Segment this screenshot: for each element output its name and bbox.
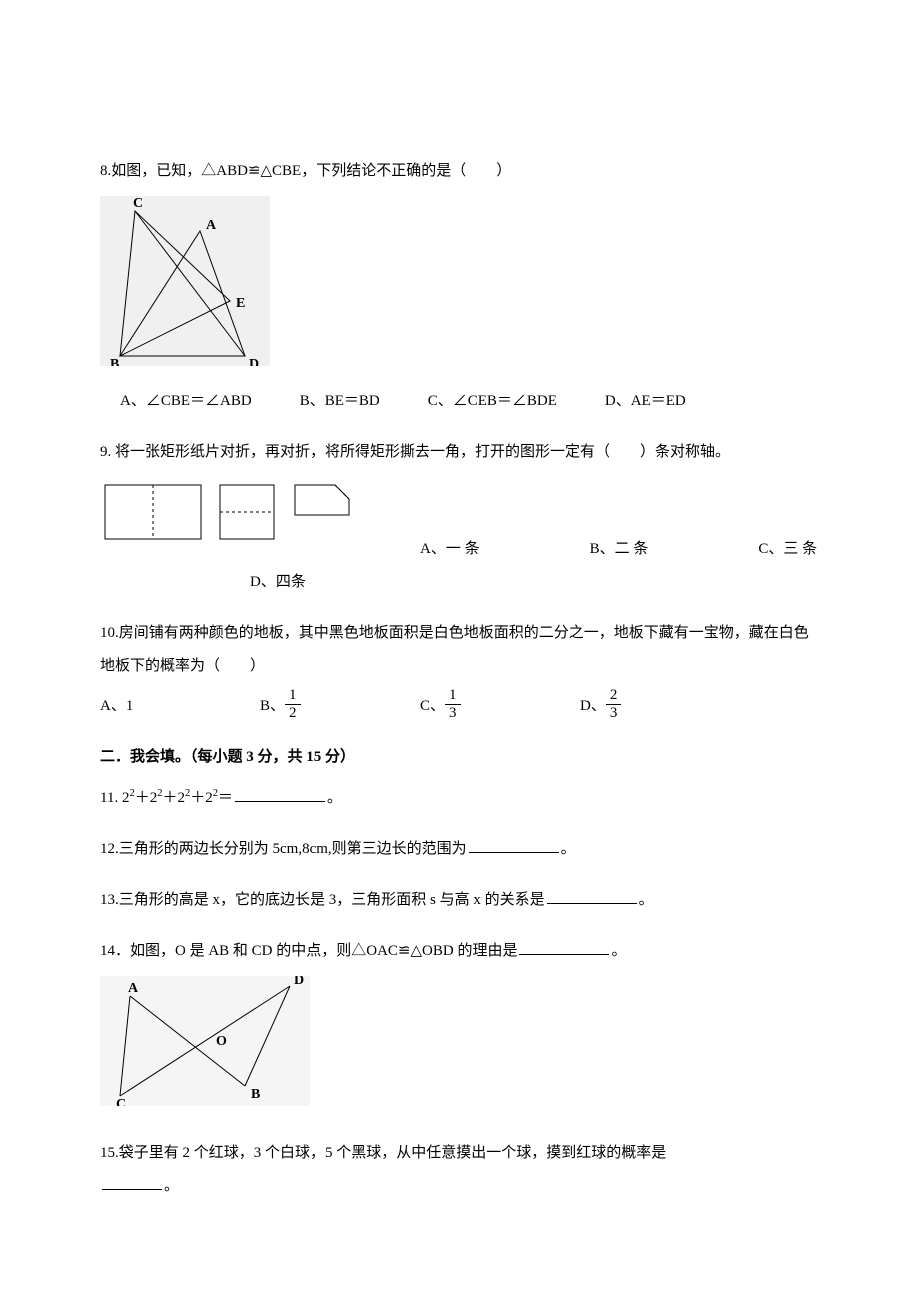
q9-figure-and-choices: A、一 条 B、二 条 C、三 条 [100, 469, 820, 566]
question-10: 10.房间铺有两种颜色的地板，其中黑色地板面积是白色地板面积的二分之一，地板下藏… [100, 617, 820, 723]
q12-blank [469, 838, 559, 853]
q10-b-num: 1 [285, 687, 301, 705]
q9-choice-d: D、四条 [250, 574, 306, 590]
q9-text: 9. 将一张矩形纸片对折，再对折，将所得矩形撕去一角，打开的图形一定有（ ）条对… [100, 436, 820, 469]
q10-c-label: C、 [420, 690, 445, 723]
q11-blank [235, 787, 325, 802]
q10-choices: A、 1 B、 1 2 C、 1 3 D、 2 3 [100, 689, 820, 723]
q10-c-num: 1 [445, 687, 461, 705]
svg-text:A: A [128, 981, 139, 996]
q10-a-label: A、 [100, 690, 126, 723]
svg-text:B: B [110, 357, 119, 366]
q10-b-label: B、 [260, 690, 285, 723]
q9-choice-a: A、一 条 [420, 533, 480, 566]
svg-text:D: D [249, 357, 259, 366]
q10-a-value: 1 [126, 690, 134, 723]
q13-end: 。 [639, 892, 654, 908]
svg-text:A: A [206, 218, 217, 233]
q11-m1: ＋2 [135, 790, 158, 806]
q15-before: 15.袋子里有 2 个红球，3 个白球，5 个黑球，从中任意摸出一个球，摸到红球… [100, 1145, 666, 1161]
q14-end: 。 [611, 943, 626, 959]
q11-p1: 11. 2 [100, 790, 129, 806]
q10-text: 10.房间铺有两种颜色的地板，其中黑色地板面积是白色地板面积的二分之一，地板下藏… [100, 617, 820, 683]
q15-end: 。 [164, 1178, 179, 1194]
q11-m3: ＋2 [190, 790, 213, 806]
q13-blank [547, 889, 637, 904]
q8-choice-c: C、∠CEB＝∠BDE [428, 385, 557, 418]
svg-text:B: B [251, 1087, 260, 1102]
q8-figure: B D C A E [100, 196, 820, 379]
q10-d-den: 3 [606, 705, 622, 722]
q14-blank [519, 940, 609, 955]
q8-svg: B D C A E [100, 196, 270, 366]
q11-end: 。 [327, 790, 342, 806]
svg-text:C: C [116, 1097, 126, 1106]
q15-blank [102, 1175, 162, 1190]
question-12: 12.三角形的两边长分别为 5cm,8cm,则第三边长的范围为 。 [100, 833, 820, 866]
q10-b-frac: 1 2 [285, 687, 301, 721]
q11-m2: ＋2 [162, 790, 185, 806]
q10-d-label: D、 [580, 690, 606, 723]
svg-text:E: E [236, 296, 245, 311]
q8-choice-d: D、AE＝ED [605, 385, 686, 418]
q11-eq: ＝ [218, 790, 233, 806]
q14-figure: A D O C B [100, 976, 820, 1119]
question-9: 9. 将一张矩形纸片对折，再对折，将所得矩形撕去一角，打开的图形一定有（ ）条对… [100, 436, 820, 599]
q10-d-frac: 2 3 [606, 687, 622, 721]
q8-choice-a: A、∠CBE＝∠ABD [120, 385, 252, 418]
q9-choice-b: B、二 条 [590, 533, 649, 566]
q10-choice-c: C、 1 3 [420, 689, 580, 723]
q11-text: 11. 22＋22＋22＋22＝。 [100, 790, 342, 806]
q8-text: 8.如图，已知，△ABD≌△CBE，下列结论不正确的是（ ） [100, 155, 820, 188]
svg-text:O: O [216, 1034, 227, 1049]
q13-before: 13.三角形的高是 x，它的底边长是 3，三角形面积 s 与高 x 的关系是 [100, 892, 545, 908]
q10-choice-b: B、 1 2 [260, 689, 420, 723]
q10-choice-d: D、 2 3 [580, 689, 740, 723]
question-13: 13.三角形的高是 x，它的底边长是 3，三角形面积 s 与高 x 的关系是 。 [100, 884, 820, 917]
q15-blank-row: 。 [100, 1170, 820, 1203]
question-14: 14．如图，O 是 AB 和 CD 的中点，则△OAC≌△OBD 的理由是 。 A… [100, 935, 820, 1119]
question-8: 8.如图，已知，△ABD≌△CBE，下列结论不正确的是（ ） B D C A E A、∠… [100, 155, 820, 418]
svg-text:C: C [133, 196, 143, 211]
q14-svg: A D O C B [100, 976, 310, 1106]
q10-b-den: 2 [285, 705, 301, 722]
q14-before: 14．如图，O 是 AB 和 CD 的中点，则△OAC≌△OBD 的理由是 [100, 943, 517, 959]
q8-choices: A、∠CBE＝∠ABD B、BE＝BD C、∠CEB＝∠BDE D、AE＝ED [100, 385, 820, 418]
q9-figure [100, 477, 390, 560]
q10-c-frac: 1 3 [445, 687, 461, 721]
q10-choice-a: A、 1 [100, 690, 260, 723]
q10-d-num: 2 [606, 687, 622, 705]
q8-choice-b: B、BE＝BD [300, 385, 380, 418]
q9-svg [100, 477, 390, 547]
q10-c-den: 3 [445, 705, 461, 722]
question-15: 15.袋子里有 2 个红球，3 个白球，5 个黑球，从中任意摸出一个球，摸到红球… [100, 1137, 820, 1203]
q12-end: 。 [561, 841, 576, 857]
q9-choice-c: C、三 条 [758, 533, 817, 566]
section-2-header: 二．我会填。（每小题 3 分，共 15 分） [100, 741, 820, 774]
svg-text:D: D [294, 976, 304, 988]
q12-before: 12.三角形的两边长分别为 5cm,8cm,则第三边长的范围为 [100, 841, 467, 857]
q9-choice-d-row: D、四条 [250, 566, 820, 599]
question-11: 11. 22＋22＋22＋22＝。 [100, 782, 820, 815]
